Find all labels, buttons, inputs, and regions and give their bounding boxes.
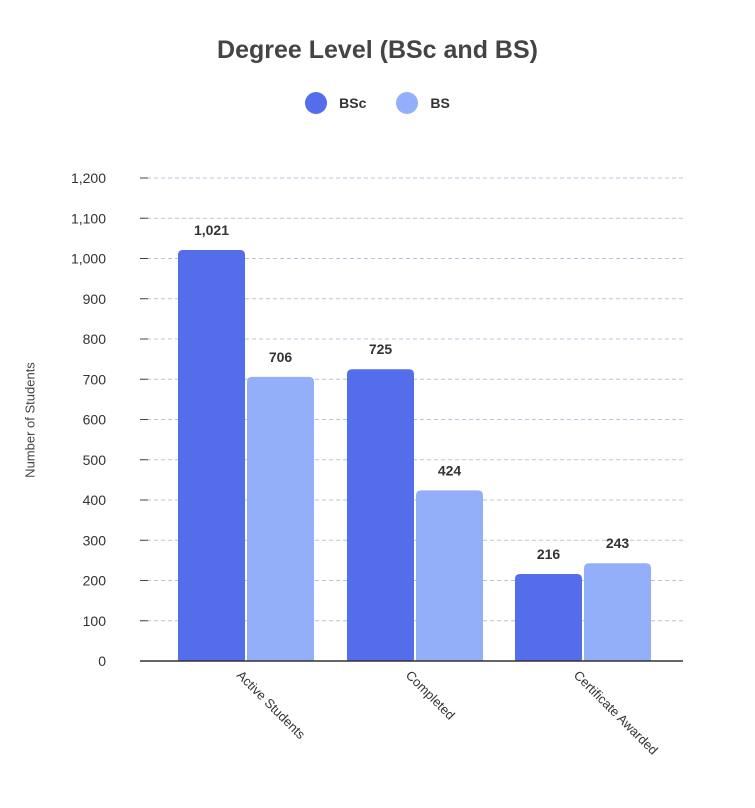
x-tick-label: Completed <box>403 668 458 723</box>
bar-bs-1[interactable] <box>247 376 314 661</box>
bar-bsc-3[interactable] <box>515 574 582 661</box>
legend-item-bs[interactable]: BS <box>396 92 450 114</box>
y-tick-label: 1,200 <box>71 170 106 186</box>
data-label: 424 <box>438 462 462 478</box>
legend-item-bsc[interactable]: BSc <box>305 92 366 114</box>
y-tick-label: 400 <box>83 492 107 508</box>
x-tick-label: Certificate Awarded <box>571 668 661 758</box>
legend-swatch-bs <box>396 92 419 114</box>
bar-bsc-2[interactable] <box>347 369 414 661</box>
y-tick-label: 800 <box>83 331 107 347</box>
y-tick-label: 300 <box>83 532 107 548</box>
y-tick-label: 100 <box>83 613 107 629</box>
y-tick-label: 700 <box>83 371 107 387</box>
x-tick-label: Active Students <box>234 668 309 743</box>
y-tick-label: 600 <box>83 412 107 428</box>
data-label: 216 <box>537 546 561 562</box>
data-label: 243 <box>606 535 630 551</box>
y-tick-label: 0 <box>98 653 106 669</box>
bar-bs-3[interactable] <box>584 563 651 661</box>
data-label: 706 <box>269 349 293 365</box>
legend-label-bsc: BSc <box>339 95 367 111</box>
bar-bs-2[interactable] <box>416 490 483 661</box>
y-tick-label: 900 <box>83 291 107 307</box>
data-label: 725 <box>369 341 393 357</box>
bar-bsc-1[interactable] <box>178 250 245 662</box>
y-tick-label: 500 <box>83 452 107 468</box>
chart-title: Degree Level (BSc and BS) <box>217 36 538 64</box>
legend-label-bs: BS <box>430 95 450 111</box>
legend-swatch-bsc <box>305 92 328 114</box>
y-tick-label: 200 <box>83 573 107 589</box>
legend: BSc BS <box>0 92 755 114</box>
data-label: 1,021 <box>194 222 229 238</box>
y-tick-label: 1,100 <box>71 210 106 226</box>
y-tick-label: 1,000 <box>71 251 106 267</box>
